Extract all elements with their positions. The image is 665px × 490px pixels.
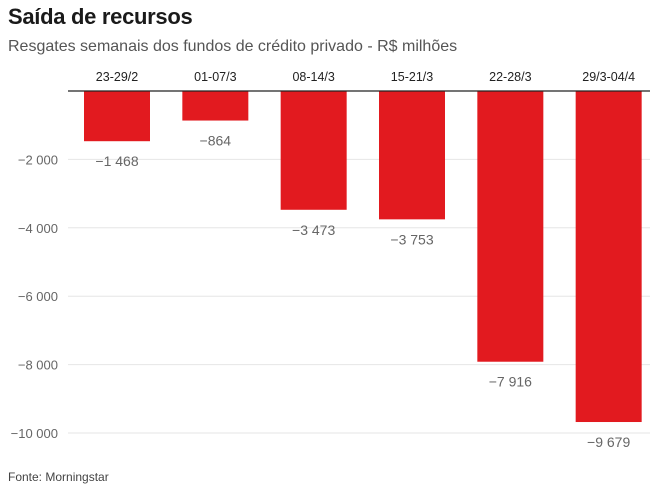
data-label: −9 679 [587, 434, 630, 450]
data-label: −7 916 [489, 374, 532, 390]
category-label: 29/3-04/4 [582, 70, 635, 84]
category-label: 22-28/3 [489, 70, 531, 84]
bar [575, 91, 642, 423]
y-tick-label: −8 000 [18, 358, 58, 373]
y-tick-label: −10 000 [11, 426, 58, 441]
category-label: 15-21/3 [391, 70, 433, 84]
data-label: −3 753 [390, 231, 433, 247]
source-note: Fonte: Morningstar [8, 470, 109, 484]
bars [84, 91, 642, 423]
data-label: −864 [200, 133, 232, 149]
bar [477, 91, 544, 362]
data-label: −1 468 [95, 153, 138, 169]
y-tick-label: −2 000 [18, 152, 58, 167]
bar [280, 91, 347, 210]
bar [84, 91, 150, 142]
category-label: 23-29/2 [96, 70, 138, 84]
grid-lines [68, 158, 650, 434]
category-labels: 23-29/2 01-07/3 08-14/3 15-21/3 22-28/3 29/3-… [96, 70, 635, 84]
bar [379, 91, 445, 220]
y-tick-label: −4 000 [18, 221, 58, 236]
chart-title: Saída de recursos [8, 4, 193, 29]
bar [182, 91, 249, 121]
category-label: 01-07/3 [194, 70, 236, 84]
data-label: −3 473 [292, 222, 335, 238]
chart-subtitle: Resgates semanais dos fundos de crédito … [8, 38, 458, 55]
category-label: 08-14/3 [292, 70, 334, 84]
data-labels: −1 468 −864 −3 473 −3 753 −7 916 −9 679 [95, 133, 630, 450]
y-axis-ticks: −2 000 −4 000 −6 000 −8 000 −10 000 [11, 152, 58, 441]
y-tick-label: −6 000 [18, 289, 58, 304]
